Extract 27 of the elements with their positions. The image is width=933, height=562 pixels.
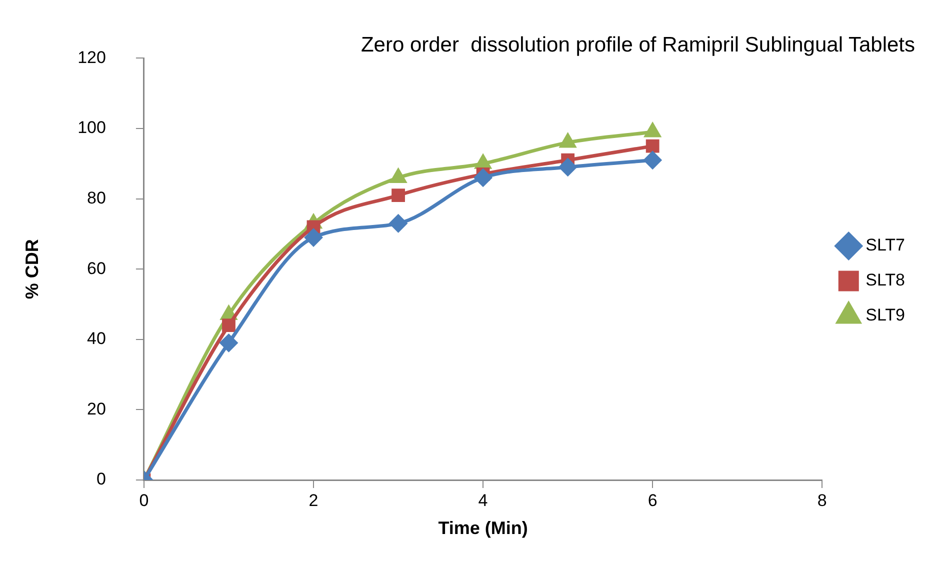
point [646, 139, 660, 153]
legend-label: SLT7 [866, 236, 906, 255]
point [304, 228, 322, 246]
y-tick-label: 40 [87, 329, 106, 348]
y-tick-label: 60 [87, 258, 106, 278]
point [222, 318, 236, 332]
point [644, 151, 662, 169]
point [559, 158, 577, 176]
x-tick-label: 4 [478, 490, 488, 510]
point [392, 188, 405, 202]
y-tick-label: 80 [87, 188, 106, 208]
x-tick-label: 8 [817, 490, 827, 510]
legend-label: SLT8 [866, 270, 906, 290]
legend-label: SLT9 [866, 306, 906, 325]
y-tick-label: 100 [78, 118, 106, 138]
chart-title: Zero order dissolution profile of Ramipril Sublingual Tablets [360, 33, 915, 56]
x-tick-label: 0 [139, 490, 149, 510]
y-tick-label: 0 [96, 470, 106, 489]
y-axis-title: % CDR [22, 239, 42, 300]
point [390, 214, 408, 232]
point [474, 168, 492, 186]
point [220, 334, 238, 352]
x-tick-label: 6 [648, 490, 658, 510]
x-axis-title: Time (Min) [438, 518, 528, 538]
y-tick-label: 120 [78, 48, 106, 67]
x-tick-label: 2 [308, 490, 318, 510]
y-tick-label: 20 [87, 399, 106, 418]
